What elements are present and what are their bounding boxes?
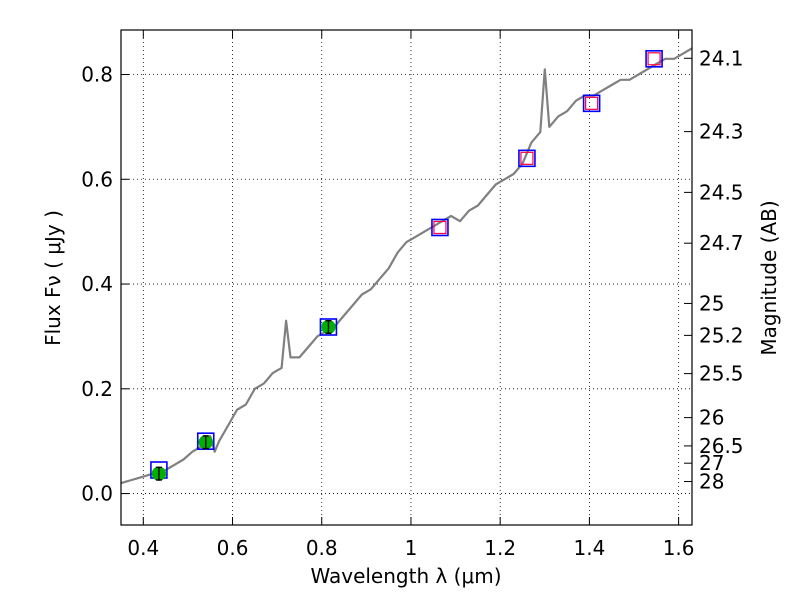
x-tick-label: 0.6 [217,536,249,560]
right-tick-label: 24.7 [699,231,744,255]
y-tick-label: 0.2 [81,377,113,401]
model-photometry-point [518,149,536,168]
y-tick-label: 0.0 [81,482,113,506]
upper-limit-point [585,96,599,110]
right-tick-label: 27 [699,451,724,475]
right-tick-label: 24.5 [699,180,744,204]
y-tick-label: 0.8 [81,63,113,87]
x-tick-label: 0.4 [127,536,159,560]
plot-frame [120,29,693,526]
right-tick-label: 24.1 [699,46,744,70]
model-photometry-point [431,218,449,237]
right-tick-label: 25.2 [699,323,744,347]
x-tick-label: 1.4 [573,536,605,560]
x-tick-label: 0.8 [306,536,338,560]
y-axis-right-label: Magnitude (AB) [757,200,781,355]
upper-limit-point [647,52,661,66]
y-tick-label: 0.6 [81,167,113,191]
y-tick-label: 0.4 [81,272,113,296]
grid [121,30,692,525]
model-photometry-point [582,94,601,113]
x-axis-label: Wavelength λ (μm) [310,564,501,588]
y-axis-label: Flux Fν ( μJy ) [41,210,65,346]
right-tick-label: 26 [699,406,724,430]
model-photometry-point [645,50,663,68]
data-area [121,47,692,485]
right-tick-label: 28 [699,470,724,494]
right-tick-label: 25 [699,291,724,315]
ticks: 0.4 0.6 0.8 1 1.2 1.4 1.6 0.0 0.2 0.4 0.6 0.8 24.1 24… [81,30,744,560]
upper-limit-point [520,151,534,165]
upper-limit-point [433,220,447,235]
spectrum-line [121,47,692,485]
x-tick-label: 1 [405,536,418,560]
right-tick-label: 25.5 [699,362,744,386]
model-photometry-point [319,318,338,336]
x-tick-label: 1.2 [484,536,516,560]
right-tick-label: 26.5 [699,434,744,458]
x-tick-label: 1.6 [663,536,695,560]
right-tick-label: 24.3 [699,120,744,144]
